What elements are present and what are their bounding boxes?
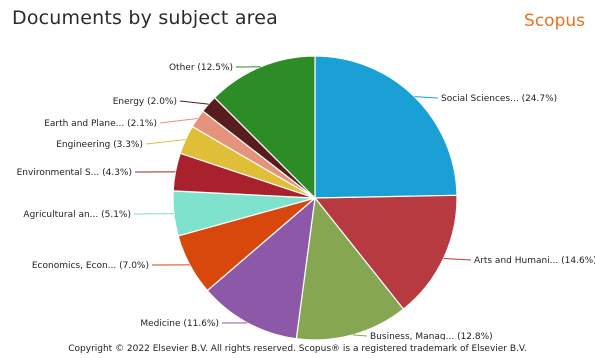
slice-label-other: Other (12.5%) bbox=[169, 63, 233, 73]
pie-chart: Social Sciences... (24.7%) Arts and Human… bbox=[17, 55, 595, 340]
slice-label-agricultural-an: Agricultural an... (5.1%) bbox=[23, 210, 131, 220]
slice-label-medicine: Medicine (11.6%) bbox=[140, 319, 219, 329]
leader-line-earth-and-plane bbox=[159, 118, 198, 124]
leader-line-engineering bbox=[145, 139, 186, 145]
leader-line-business-manag bbox=[352, 334, 368, 337]
pie-slice-medicine[interactable] bbox=[206, 196, 316, 340]
copyright-notice: Copyright © 2022 Elsevier B.V. All right… bbox=[68, 344, 527, 354]
scopus-logo[interactable]: Scopus bbox=[524, 11, 585, 31]
leader-line-arts-and-humani bbox=[443, 257, 472, 261]
chart-title: Documents by subject area bbox=[12, 7, 278, 29]
pie-slice-social-sciences[interactable] bbox=[314, 55, 458, 199]
slice-label-economics-econ: Economics, Econ... (7.0%) bbox=[32, 261, 149, 271]
slice-label-business-manag: Business, Manag... (12.8%) bbox=[370, 332, 493, 340]
pie-slice-arts-and-humani[interactable] bbox=[313, 194, 458, 310]
leader-line-energy bbox=[179, 100, 209, 105]
slice-label-social-sciences: Social Sciences... (24.7%) bbox=[441, 94, 557, 104]
slice-label-arts-and-humani: Arts and Humani... (14.6%) bbox=[474, 256, 595, 266]
slice-label-energy: Energy (2.0%) bbox=[113, 97, 177, 107]
slice-label-engineering: Engineering (3.3%) bbox=[56, 140, 143, 150]
leader-line-social-sciences bbox=[414, 96, 439, 99]
slice-label-earth-and-plane: Earth and Plane... (2.1%) bbox=[44, 119, 157, 129]
slice-label-environmental-s: Environmental S... (4.3%) bbox=[17, 168, 132, 178]
